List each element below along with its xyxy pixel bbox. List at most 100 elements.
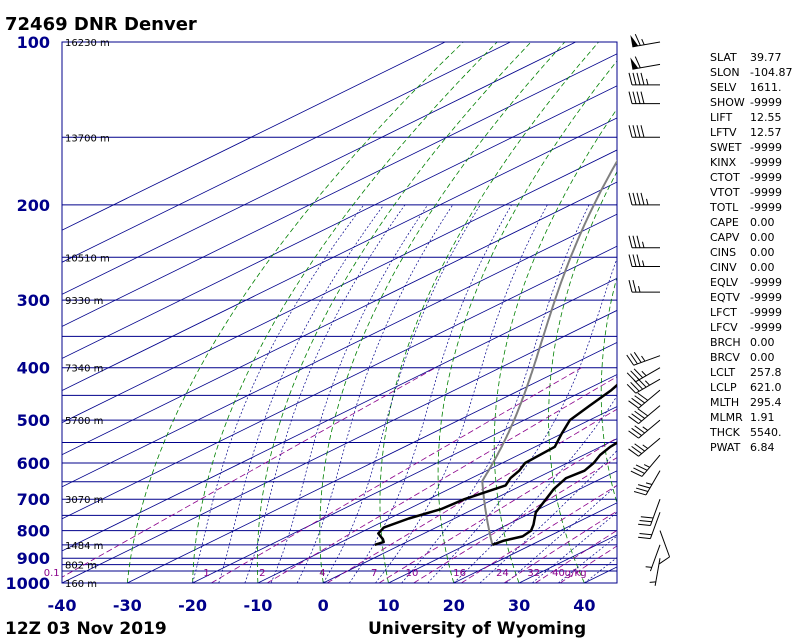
height-label: 10510 m — [65, 253, 110, 264]
stat-key: BRCH — [710, 336, 741, 349]
stat-key: TOTL — [710, 201, 739, 214]
mixing-ratio-label: 7 — [371, 568, 377, 579]
stat-row: LCLP 621.0 — [710, 380, 800, 395]
stat-key: CINS — [710, 246, 737, 259]
mixing-ratio-line — [535, 529, 617, 583]
wind-barb — [645, 544, 661, 572]
isotherm-line — [62, 277, 617, 552]
temperature-tick-label: 10 — [377, 596, 399, 615]
stat-value: -9999 — [750, 306, 782, 319]
pressure-tick-label: 300 — [17, 291, 50, 310]
height-label: 802 m — [65, 561, 97, 572]
wind-barb — [626, 367, 661, 383]
height-label: 7340 m — [65, 364, 103, 375]
wind-barb — [628, 192, 660, 206]
stat-value: 1.91 — [750, 411, 775, 424]
mixing-ratio-label: 4 — [319, 568, 325, 579]
stat-key: LCLP — [710, 381, 737, 394]
stat-value: -9999 — [750, 171, 782, 184]
stat-key: KINX — [710, 156, 737, 169]
dry-adiabat — [319, 42, 566, 583]
stat-key: VTOT — [710, 186, 740, 199]
wind-barb — [628, 91, 660, 105]
temperature-tick-label: 20 — [443, 596, 465, 615]
isotherm-line — [62, 42, 576, 295]
stat-key: LCLT — [710, 366, 736, 379]
stat-key: EQLV — [710, 276, 739, 289]
stat-value: -9999 — [750, 156, 782, 169]
mixing-ratio-label: 16 — [453, 568, 466, 579]
wind-barb — [630, 33, 661, 48]
moist-adiabat — [296, 204, 453, 583]
wind-barb — [628, 280, 660, 293]
stat-key: BRCV — [710, 351, 740, 364]
pressure-tick-label: 1000 — [5, 574, 50, 593]
mixing-ratio-line — [503, 510, 617, 583]
stat-key: CINV — [710, 261, 737, 274]
mixing-ratio-line — [378, 437, 617, 583]
stat-row: CAPE 0.00 — [710, 215, 800, 230]
stat-key: MLMR — [710, 411, 743, 424]
stat-row: SELV 1611. — [710, 80, 800, 95]
stat-value: -9999 — [750, 186, 782, 199]
isotherm-line — [62, 42, 511, 263]
pressure-tick-label: 900 — [17, 549, 50, 568]
moist-adiabat — [558, 535, 617, 583]
stat-key: LFCV — [710, 321, 738, 334]
height-labels: 16230 m 13700 m 10510 m 9330 m 7340 m 5700 m 3… — [65, 38, 110, 590]
temperature-profile — [491, 441, 617, 546]
chart-source: University of Wyoming — [368, 619, 586, 639]
isotherm-line — [62, 245, 617, 520]
height-label: 1484 m — [65, 541, 103, 552]
isotherm-line — [257, 406, 617, 583]
temperature-tick-label: 30 — [508, 596, 530, 615]
stat-row: VTOT -9999 — [710, 185, 800, 200]
isotherm-line — [323, 438, 617, 583]
stat-value: 39.77 — [750, 51, 782, 64]
isotherm-line — [127, 342, 617, 583]
pressure-tick-label: 400 — [17, 359, 50, 378]
height-label: 5700 m — [65, 416, 103, 427]
chart-title: 72469 DNR Denver — [5, 14, 197, 35]
station-indices: SLAT 39.77 SLON -104.87 SELV 1611. SHOW -9999 LI… — [710, 50, 800, 455]
pressure-tick-label: 600 — [17, 454, 50, 473]
dry-adiabat — [493, 108, 617, 583]
stat-row: TOTL -9999 — [710, 200, 800, 215]
stat-key: SELV — [710, 81, 737, 94]
stat-value: 0.00 — [750, 351, 775, 364]
stat-value: -9999 — [750, 201, 782, 214]
isotherm-line — [62, 117, 617, 391]
moist-adiabat — [322, 204, 481, 583]
isotherm-line — [62, 181, 617, 456]
moist-adiabat — [244, 204, 406, 583]
stat-row: MLMR 1.91 — [710, 410, 800, 425]
wind-barb — [626, 377, 661, 394]
height-label: 160 m — [65, 579, 97, 590]
stat-value: 1611. — [750, 81, 782, 94]
stat-value: 12.57 — [750, 126, 782, 139]
stat-row: EQTV -9999 — [710, 290, 800, 305]
stat-value: 5540. — [750, 426, 782, 439]
stat-row: BRCV 0.00 — [710, 350, 800, 365]
temperature-tick-label: -30 — [113, 596, 142, 615]
dry-adiabat — [256, 42, 532, 583]
temperature-tick-label: 40 — [573, 596, 595, 615]
wind-barb — [626, 351, 661, 366]
isotherm-line — [62, 149, 617, 424]
moist-adiabat — [192, 204, 365, 583]
pressure-axis: 100 200 300 400 500 600 700 800 900 1000 — [5, 33, 50, 593]
stat-row: LFCV -9999 — [710, 320, 800, 335]
parcel-path — [481, 159, 617, 546]
mixing-ratio-label: 1 — [203, 568, 209, 579]
wind-barb — [628, 254, 660, 268]
height-label: 16230 m — [65, 38, 110, 49]
mixing-ratio-line — [461, 484, 617, 583]
wind-barb — [649, 558, 661, 586]
wind-barb — [633, 470, 661, 496]
wind-barb — [628, 125, 660, 138]
wind-barb — [628, 72, 660, 86]
stat-value: -9999 — [750, 276, 782, 289]
stat-key: SWET — [710, 141, 742, 154]
stat-key: EQTV — [710, 291, 740, 304]
stat-row: LFCT -9999 — [710, 305, 800, 320]
